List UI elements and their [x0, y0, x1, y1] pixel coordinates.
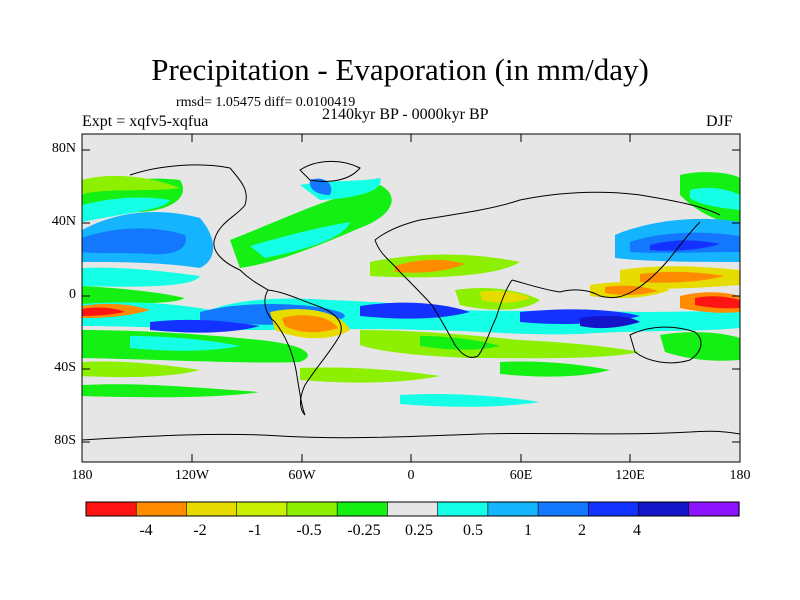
field-patch	[690, 187, 740, 210]
colorbar-swatch	[135, 501, 188, 517]
colorbar-label: -0.25	[347, 522, 381, 539]
colorbar-swatch	[588, 501, 640, 517]
field-patch	[605, 285, 658, 296]
field-patch	[309, 178, 332, 195]
field-patch	[660, 332, 740, 361]
field-patch	[82, 307, 125, 316]
lon-label-180e: 180	[729, 468, 751, 483]
colorbar-swatch	[537, 501, 589, 517]
lon-label-180w: 180	[71, 468, 93, 483]
colorbar-swatch	[638, 501, 690, 517]
lon-label-120e: 120E	[615, 468, 645, 483]
field-patch	[300, 367, 440, 383]
colorbar-label: -2	[193, 522, 207, 539]
colorbar-label: 0.25	[405, 522, 433, 539]
colorbar-label: -1	[248, 522, 262, 539]
lat-label-40s: 40S	[54, 360, 76, 375]
lat-label-80s: 80S	[54, 433, 76, 448]
field-patch	[640, 271, 725, 283]
lon-label-60w: 60W	[288, 468, 316, 483]
period-label: 2140kyr BP - 0000kyr BP	[322, 106, 489, 123]
field-patch	[82, 228, 186, 255]
colorbar-label: 2	[578, 522, 586, 539]
coast-north-america	[129, 164, 269, 291]
field-patch	[82, 267, 200, 287]
colorbar-label: 0.5	[463, 522, 483, 539]
lat-label-0: 0	[69, 287, 76, 302]
lat-label-40n: 40N	[51, 214, 76, 229]
coast-south-asia	[511, 221, 701, 299]
field-patch	[82, 175, 180, 194]
field-patch	[695, 296, 740, 309]
colorbar-label: 4	[633, 522, 641, 539]
coast-south-america	[267, 289, 342, 416]
field-patch	[82, 361, 200, 378]
colorbar-swatch	[336, 501, 388, 517]
colorbar-swatch	[85, 501, 137, 517]
coast-australia	[629, 326, 702, 364]
colorbar-frame	[85, 501, 740, 517]
field-patch	[82, 197, 170, 222]
colorbar-swatch	[387, 501, 439, 517]
field-patch	[420, 336, 500, 350]
experiment-label: Expt = xqfv5-xqfua	[82, 113, 209, 130]
season-label: DJF	[706, 113, 733, 130]
rmsd-diff-text: rmsd= 1.05475 diff= 0.0100419	[176, 95, 356, 110]
coast-greenland	[299, 160, 361, 182]
field-patch	[250, 222, 350, 258]
map-title: Precipitation - Evaporation (in mm/day)	[151, 52, 649, 87]
field-patch	[650, 240, 720, 251]
field-patch	[82, 384, 260, 398]
lat-label-80n: 80N	[51, 141, 76, 156]
colorbar-label: -0.5	[296, 522, 322, 539]
longitude-ticks	[81, 134, 741, 462]
coast-africa	[374, 239, 513, 358]
colorbar-label: -4	[139, 522, 153, 539]
field-patch	[82, 286, 185, 304]
lon-label-120w: 120W	[174, 468, 210, 483]
colorbar-swatch	[286, 501, 338, 517]
field-patch	[395, 259, 465, 273]
field-patch	[130, 336, 240, 351]
field-patch	[282, 315, 338, 333]
lon-label-0: 0	[407, 468, 415, 483]
map-background	[82, 134, 740, 462]
coast-antarctica	[82, 430, 740, 441]
colorbar-swatch	[236, 501, 288, 517]
coast-south-america-west	[264, 289, 306, 416]
colorbar-swatch	[437, 501, 489, 517]
coast-eurasia-north	[374, 191, 721, 241]
coastlines	[82, 160, 740, 441]
colorbar-label: 1	[524, 522, 532, 539]
colorbar-swatch	[186, 501, 238, 517]
latitude-ticks	[82, 149, 740, 443]
colorbar-swatch	[487, 501, 539, 517]
field-patch	[400, 393, 540, 407]
colorbar-swatch	[688, 501, 740, 517]
lon-label-60e: 60E	[509, 468, 533, 483]
precip-evap-field	[82, 134, 740, 462]
field-patch	[150, 319, 260, 333]
field-patch	[500, 361, 610, 377]
field-patch	[580, 315, 640, 329]
colorbar	[85, 501, 740, 517]
field-patch	[360, 302, 470, 319]
field-patch	[480, 290, 530, 303]
